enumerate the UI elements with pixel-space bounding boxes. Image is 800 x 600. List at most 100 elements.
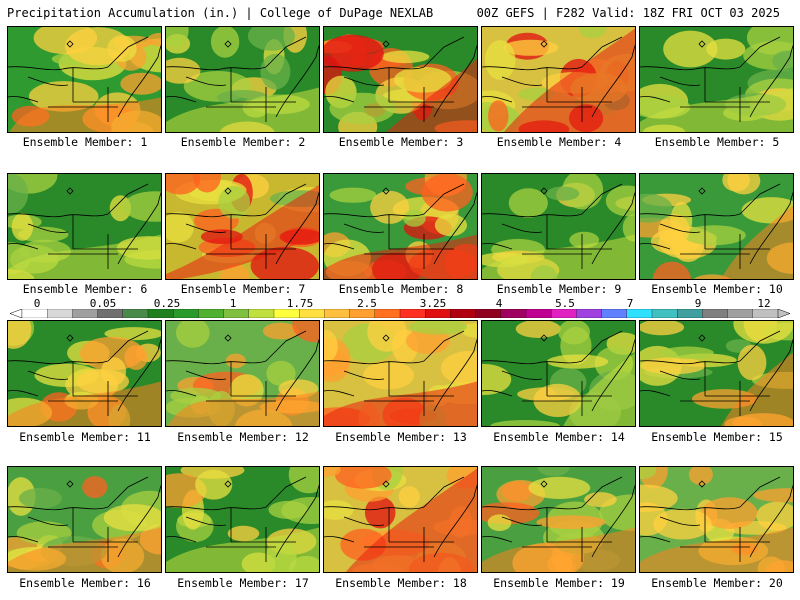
map-border-line	[640, 390, 671, 397]
station-marker	[224, 187, 232, 195]
map-border-line	[522, 381, 592, 416]
precip-contour	[578, 27, 607, 39]
map-border-line	[265, 183, 307, 215]
precip-contour	[682, 225, 746, 246]
map-border-line	[364, 234, 434, 269]
precip-contour	[229, 374, 264, 407]
precip-band	[8, 381, 161, 426]
member-label: Ensemble Member: 18	[335, 576, 467, 590]
precip-contour	[558, 321, 590, 345]
precip-band	[166, 185, 319, 279]
precip-contour	[329, 92, 396, 125]
scale-swatch	[173, 309, 199, 318]
precip-band	[167, 391, 319, 426]
precip-contour	[124, 345, 148, 370]
precip-map	[324, 27, 477, 132]
forecast-panel	[165, 320, 320, 427]
precip-map	[8, 27, 161, 132]
map-border-line	[482, 66, 583, 71]
member-label: Ensemble Member: 6	[22, 282, 148, 296]
map-border-line	[433, 484, 477, 558]
member-label: Ensemble Member: 1	[22, 135, 148, 149]
map-border-line	[8, 360, 109, 365]
precip-contour	[292, 321, 319, 343]
precip-map	[482, 321, 635, 426]
station-marker	[224, 480, 232, 488]
map-border-line	[117, 191, 161, 265]
map-border-line	[324, 66, 425, 71]
precip-contour	[166, 57, 201, 84]
map-border-line	[659, 76, 701, 86]
map-border-line	[364, 381, 434, 416]
precip-band	[503, 28, 635, 132]
map-border-line	[275, 191, 319, 265]
scale-swatch	[576, 309, 603, 318]
map-border-line	[117, 484, 161, 558]
precip-map	[8, 321, 161, 426]
precip-contour	[640, 357, 706, 375]
precip-map	[324, 174, 477, 279]
chart-title: Precipitation Accumulation (in.) | Colle…	[7, 6, 434, 20]
precip-contour	[324, 467, 341, 477]
precip-band	[166, 87, 319, 132]
precip-contour	[65, 27, 131, 66]
map-border-line	[324, 390, 355, 397]
scale-tick-label: 9	[694, 297, 702, 310]
map-border-line	[739, 183, 781, 215]
scale-swatch	[248, 309, 275, 318]
precip-band	[721, 205, 793, 279]
precip-contour	[403, 209, 426, 227]
precip-contour	[394, 66, 452, 93]
map-border-line	[581, 36, 623, 68]
member-label: Ensemble Member: 12	[177, 430, 309, 444]
map-border-line	[185, 370, 227, 380]
precip-contour	[266, 360, 296, 386]
scale-tick-label: 0	[33, 297, 41, 310]
station-marker	[382, 480, 390, 488]
map-border-line	[343, 223, 385, 233]
map-border-line	[8, 243, 39, 250]
precip-contour	[406, 328, 450, 354]
map-border-line	[48, 234, 118, 269]
map-border-line	[680, 87, 750, 122]
precip-contour	[335, 467, 392, 489]
map-border-line	[8, 506, 109, 511]
map-border-line	[8, 536, 39, 543]
member-label: Ensemble Member: 3	[338, 135, 464, 149]
map-border-line	[275, 44, 319, 118]
precip-contour	[166, 27, 189, 48]
scale-swatch	[626, 309, 653, 318]
map-border-line	[501, 516, 543, 526]
precip-contour	[753, 488, 793, 503]
precip-contour	[8, 174, 29, 214]
map-border-line	[482, 536, 513, 543]
map-border-line	[749, 44, 793, 118]
precip-contour	[640, 484, 678, 512]
precip-contour	[652, 261, 692, 279]
precip-contour	[120, 72, 161, 95]
map-border-line	[739, 330, 781, 362]
precip-contour	[484, 40, 516, 80]
precip-contour	[490, 420, 560, 426]
precip-contour	[381, 50, 430, 64]
precip-contour	[605, 185, 635, 217]
precip-contour	[281, 497, 319, 524]
scale-swatch	[500, 309, 527, 318]
map-border-line	[324, 213, 425, 218]
map-border-line	[640, 536, 671, 543]
scale-tick-label: 1	[229, 297, 237, 310]
scale-swatch	[374, 309, 401, 318]
map-border-line	[680, 527, 750, 562]
scale-swatch	[551, 309, 577, 318]
precip-contour	[537, 467, 570, 477]
forecast-panel	[7, 466, 162, 573]
forecast-panel	[639, 173, 794, 280]
precip-contour	[440, 350, 477, 386]
map-border-line	[324, 506, 425, 511]
forecast-panel	[481, 173, 636, 280]
precip-contour	[262, 322, 299, 340]
scale-swatch	[21, 309, 48, 318]
map-border-line	[107, 330, 149, 362]
scale-swatch	[273, 309, 300, 318]
map-border-line	[8, 66, 109, 71]
